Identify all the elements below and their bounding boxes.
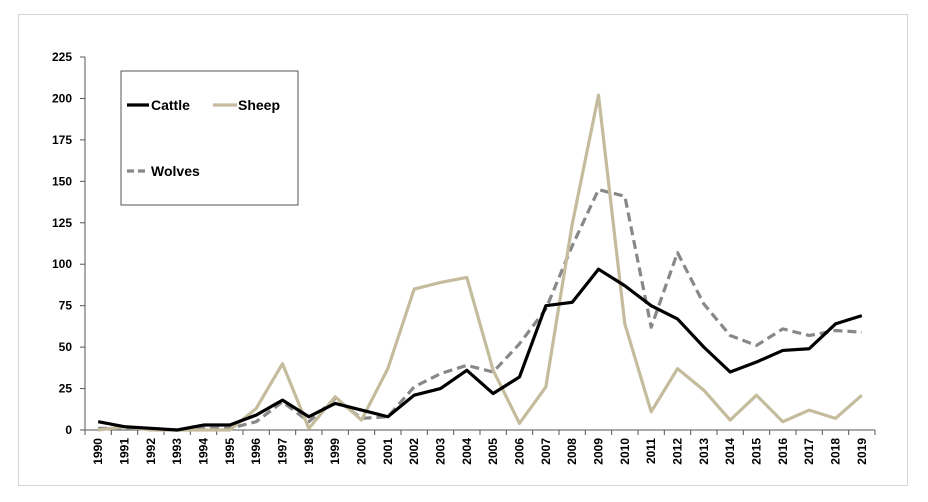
x-tick-label: 1991 bbox=[118, 438, 132, 465]
series-line-wolves bbox=[98, 188, 862, 432]
series-line-cattle bbox=[97, 267, 863, 432]
x-tick-label: 2016 bbox=[776, 438, 790, 465]
y-tick-label: 125 bbox=[52, 216, 72, 230]
legend: Cattle Sheep Wolves bbox=[120, 70, 299, 206]
x-tick-label: 1992 bbox=[144, 438, 158, 465]
y-tick-label: 0 bbox=[65, 423, 72, 437]
x-tick-label: 2004 bbox=[460, 438, 474, 465]
legend-label-wolves: Wolves bbox=[151, 163, 200, 179]
y-tick-label: 75 bbox=[59, 299, 73, 313]
legend-label-cattle: Cattle bbox=[151, 97, 190, 113]
y-tick-label: 50 bbox=[59, 340, 73, 354]
y-tick-label: 150 bbox=[52, 174, 72, 188]
x-tick-label: 1993 bbox=[170, 438, 184, 465]
legend-box bbox=[120, 70, 299, 206]
x-tick-label: 1994 bbox=[197, 438, 211, 465]
x-tick-label: 2019 bbox=[855, 438, 869, 465]
x-tick-label: 2017 bbox=[802, 438, 816, 465]
legend-label-sheep: Sheep bbox=[238, 97, 280, 113]
y-tick-label: 225 bbox=[52, 50, 72, 64]
series-line-sheep bbox=[97, 93, 863, 432]
x-tick-label: 2000 bbox=[355, 438, 369, 465]
x-tick-label: 2012 bbox=[671, 438, 685, 465]
y-tick-label: 175 bbox=[52, 133, 72, 147]
x-tick-label: 2013 bbox=[697, 438, 711, 465]
x-tick-label: 1998 bbox=[302, 438, 316, 465]
y-tick-labels: 0 25 50 75 100 125 150 175 200 225 bbox=[52, 50, 85, 437]
x-tick-label: 2008 bbox=[565, 438, 579, 465]
y-tick-label: 100 bbox=[52, 257, 72, 271]
x-tick-label: 1997 bbox=[276, 438, 290, 465]
x-tick-label: 2010 bbox=[618, 438, 632, 465]
x-tick-label: 2015 bbox=[750, 438, 764, 465]
x-tick-label: 1990 bbox=[91, 438, 105, 465]
x-tick-label: 1999 bbox=[328, 438, 342, 465]
x-tick-label: 2001 bbox=[381, 438, 395, 465]
x-tick-label: 1995 bbox=[223, 438, 237, 465]
x-tick-label: 2014 bbox=[723, 438, 737, 465]
y-tick-label: 200 bbox=[52, 91, 72, 105]
x-tick-label: 2009 bbox=[592, 438, 606, 465]
x-tick-label: 2005 bbox=[486, 438, 500, 465]
x-tick-labels: 1990 1991 1992 1993 1994 1995 1996 1997 1998 1999… bbox=[84, 430, 876, 465]
x-tick-label: 2003 bbox=[434, 438, 448, 465]
x-tick-label: 2011 bbox=[644, 438, 658, 464]
x-tick-label: 1996 bbox=[249, 438, 263, 465]
x-tick-label: 2018 bbox=[829, 438, 843, 465]
x-tick-label: 2002 bbox=[407, 438, 421, 465]
y-tick-label: 25 bbox=[59, 382, 73, 396]
x-tick-label: 2006 bbox=[513, 438, 527, 465]
series-lines bbox=[97, 93, 863, 432]
x-tick-label: 2007 bbox=[539, 438, 553, 465]
